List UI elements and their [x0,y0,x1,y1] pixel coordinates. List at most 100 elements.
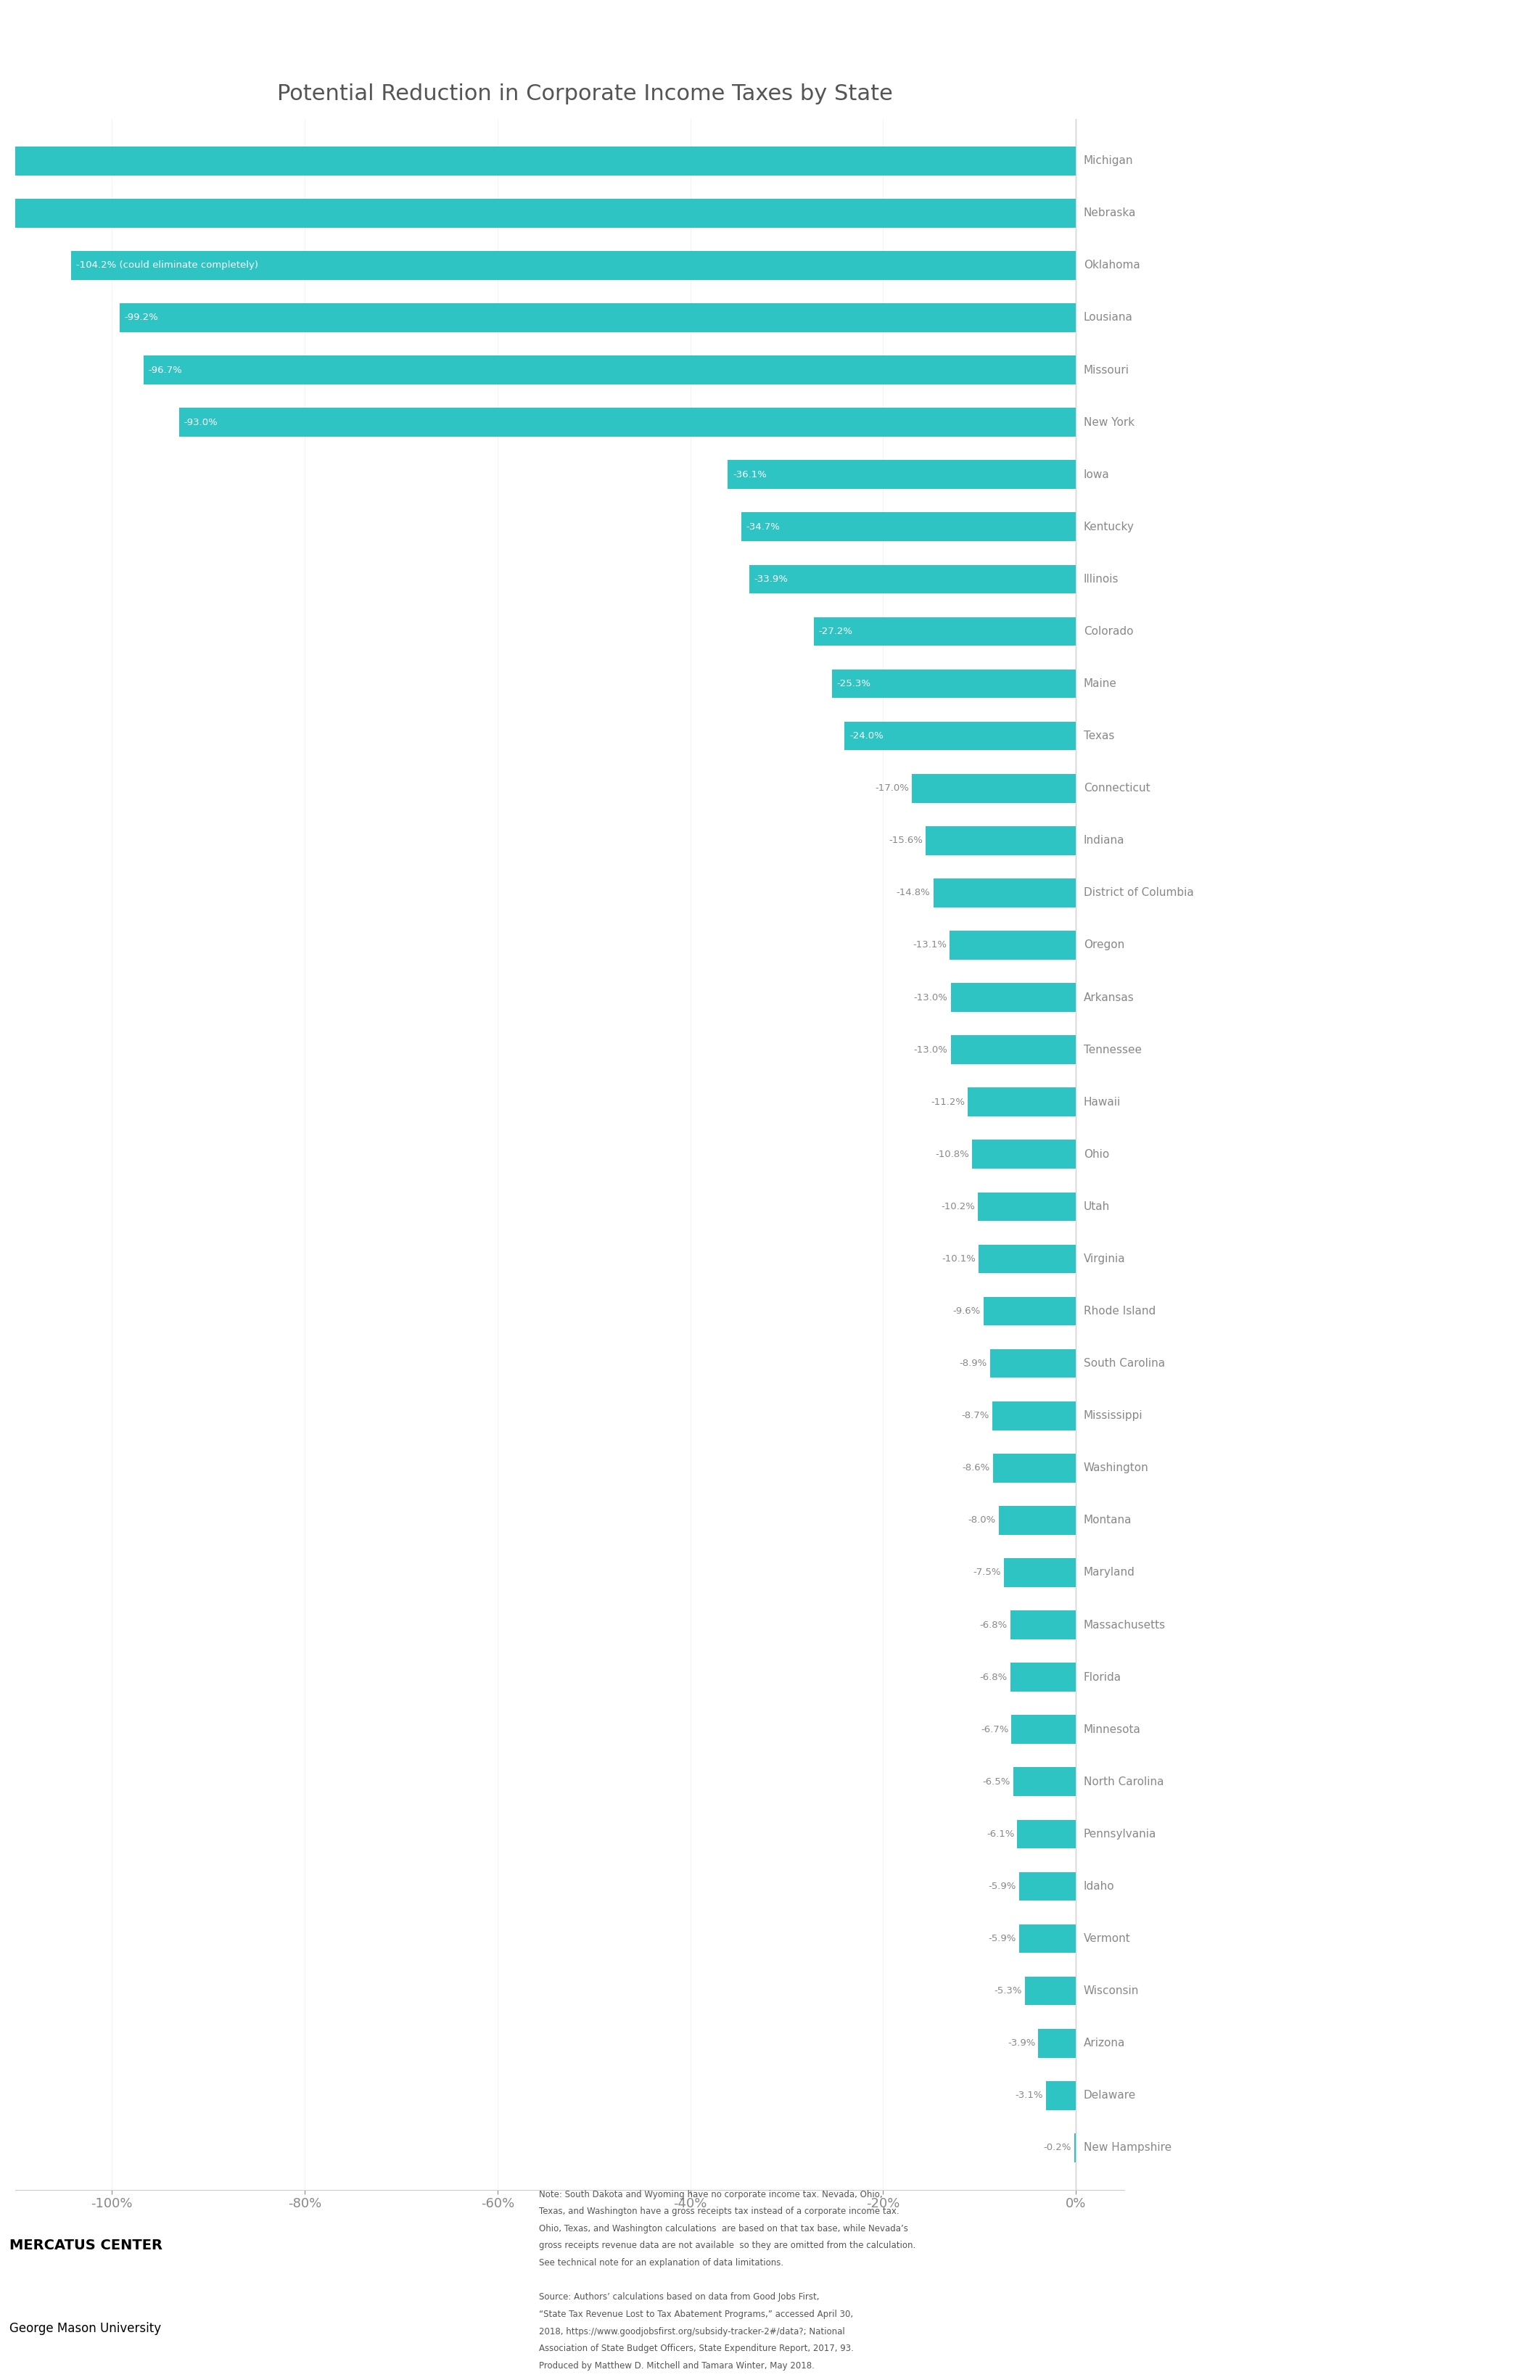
Text: -15.6%: -15.6% [889,835,922,845]
Bar [0,148,1076,176]
Text: Hawaii: Hawaii [1084,1097,1121,1107]
Text: Source: Authors’ calculations based on data from Good Jobs First,: Source: Authors’ calculations based on d… [539,2292,819,2301]
Text: Rhode Island: Rhode Island [1084,1307,1155,1316]
Bar [950,931,1076,959]
Text: -17.0%: -17.0% [875,783,909,793]
Text: -3.1%: -3.1% [1015,2090,1043,2099]
Bar [1010,1664,1076,1692]
Text: -5.9%: -5.9% [989,1883,1016,1892]
Text: -10.1%: -10.1% [942,1254,976,1264]
Text: North Carolina: North Carolina [1084,1775,1164,1787]
Text: Iowa: Iowa [1084,469,1110,481]
Bar [1038,2028,1076,2059]
Text: -9.6%: -9.6% [953,1307,981,1316]
Text: Nebraska: Nebraska [1084,207,1137,219]
Text: Mississippi: Mississippi [1084,1411,1143,1421]
Bar [71,250,1076,281]
Bar [933,878,1076,907]
Text: Connecticut: Connecticut [1084,783,1150,793]
Bar [1073,2132,1076,2161]
Text: Arizona: Arizona [1084,2037,1126,2049]
Text: Wisconsin: Wisconsin [1084,1985,1140,1997]
Text: -5.9%: -5.9% [989,1935,1016,1944]
Text: Virginia: Virginia [1084,1254,1126,1264]
Text: -93.0%: -93.0% [185,416,219,426]
Text: Montana: Montana [1084,1516,1132,1526]
Text: Pennsylvania: Pennsylvania [1084,1828,1157,1840]
Text: Maine: Maine [1084,678,1116,690]
Text: -11.2%: -11.2% [932,1097,966,1107]
Bar [1018,1821,1076,1849]
Bar [179,407,1076,436]
Text: Oklahoma: Oklahoma [1084,259,1140,271]
Bar [993,1454,1076,1483]
Text: District of Columbia: District of Columbia [1084,888,1194,897]
Text: -6.5%: -6.5% [983,1778,1010,1787]
Text: -24.0%: -24.0% [850,731,884,740]
Text: Texas: Texas [1084,731,1115,743]
Text: -3.9%: -3.9% [1007,2040,1035,2047]
Text: -6.8%: -6.8% [979,1673,1007,1683]
Text: Note: South Dakota and Wyoming have no corporate income tax. Nevada, Ohio,: Note: South Dakota and Wyoming have no c… [539,2190,882,2199]
Text: Minnesota: Minnesota [1084,1723,1141,1735]
Bar [1013,1768,1076,1797]
Text: -25.3%: -25.3% [836,678,872,688]
Text: See technical note for an explanation of data limitations.: See technical note for an explanation of… [539,2259,784,2268]
Bar [969,1088,1076,1116]
Text: Illinois: Illinois [1084,574,1120,585]
Bar [1026,1975,1076,2006]
Bar [1019,1873,1076,1902]
Text: Ohio: Ohio [1084,1150,1109,1159]
Bar [992,1402,1076,1430]
Text: New York: New York [1084,416,1135,428]
Bar [1019,1925,1076,1954]
Bar [832,669,1076,697]
Text: -10.8%: -10.8% [935,1150,969,1159]
Text: -13.0%: -13.0% [913,992,947,1002]
Text: -10.2%: -10.2% [941,1202,975,1211]
Text: Oregon: Oregon [1084,940,1124,950]
Text: Vermont: Vermont [1084,1933,1130,1944]
Bar [978,1245,1076,1273]
Text: -33.9%: -33.9% [755,574,788,583]
Bar [120,302,1076,333]
Text: Potential Reduction in Corporate Income Taxes by State: Potential Reduction in Corporate Income … [277,83,893,105]
Text: -0.2%: -0.2% [1043,2142,1072,2152]
Bar [748,564,1076,593]
Text: Florida: Florida [1084,1671,1121,1683]
Bar [813,616,1076,645]
Text: Utah: Utah [1084,1202,1110,1211]
Text: Produced by Matthew D. Mitchell and Tamara Winter, May 2018.: Produced by Matthew D. Mitchell and Tama… [539,2361,815,2370]
Bar [999,1507,1076,1535]
Bar [143,355,1076,383]
Text: -99.2%: -99.2% [125,314,159,321]
Bar [0,200,1076,228]
Text: -8.6%: -8.6% [962,1464,990,1473]
Text: -36.1%: -36.1% [733,469,767,478]
Text: -34.7%: -34.7% [747,521,781,531]
Bar [1012,1716,1076,1745]
Text: Ohio, Texas, and Washington calculations  are based on that tax base, while Neva: Ohio, Texas, and Washington calculations… [539,2223,909,2232]
Text: -13.1%: -13.1% [913,940,947,950]
Bar [984,1297,1076,1326]
Text: Kentucky: Kentucky [1084,521,1135,533]
Text: Lousiana: Lousiana [1084,312,1133,324]
Text: -6.1%: -6.1% [987,1830,1015,1840]
Bar [741,512,1076,540]
Text: Arkansas: Arkansas [1084,992,1135,1002]
Text: Idaho: Idaho [1084,1880,1115,1892]
Bar [912,774,1076,802]
Text: 2018, https://www.goodjobsfirst.org/subsidy-tracker-2#/data?; National: 2018, https://www.goodjobsfirst.org/subs… [539,2328,845,2337]
Bar [1046,2080,1076,2109]
Bar [844,721,1076,750]
Text: Michigan: Michigan [1084,155,1133,167]
Text: Texas, and Washington have a gross receipts tax instead of a corporate income ta: Texas, and Washington have a gross recei… [539,2206,899,2216]
Text: -8.0%: -8.0% [969,1516,996,1526]
Text: -27.2%: -27.2% [819,626,853,635]
Text: Massachusetts: Massachusetts [1084,1618,1166,1630]
Bar [1010,1611,1076,1640]
Text: -104.2% (could eliminate completely): -104.2% (could eliminate completely) [75,262,259,269]
Text: -8.9%: -8.9% [959,1359,987,1368]
Text: -8.7%: -8.7% [961,1411,989,1421]
Text: -6.7%: -6.7% [981,1726,1009,1735]
